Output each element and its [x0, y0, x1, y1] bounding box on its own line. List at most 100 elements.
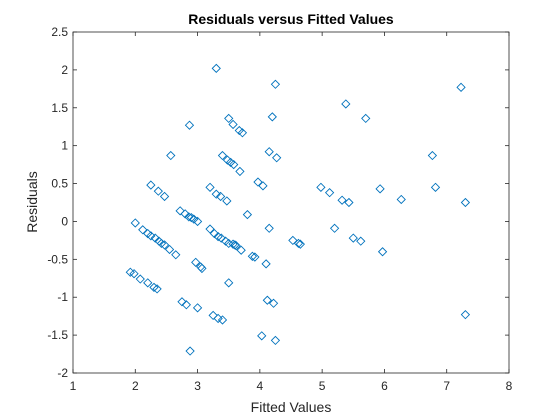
data-point — [138, 225, 148, 235]
data-point — [261, 259, 271, 269]
data-point — [146, 231, 156, 241]
data-point — [348, 233, 358, 243]
y-tick-label: -1 — [57, 290, 68, 304]
data-point — [337, 195, 347, 205]
data-point — [228, 119, 238, 130]
data-point — [356, 236, 366, 246]
data-point — [175, 206, 185, 216]
data-point — [181, 300, 191, 310]
data-point — [149, 282, 159, 293]
data-point — [293, 238, 304, 249]
data-point — [344, 197, 354, 208]
y-tick-label: -0.5 — [47, 252, 68, 266]
data-point — [264, 223, 274, 233]
x-axis-label: Fitted Values — [251, 399, 332, 415]
y-tick-label: -1.5 — [47, 328, 68, 342]
data-point — [215, 191, 226, 202]
data-point — [224, 278, 234, 288]
x-axis-ticks: 1 2 3 4 5 6 7 8 — [70, 32, 513, 393]
y-axis-ticks: -2 -1.5 -1 -0.5 0 0.5 1 1.5 2 2.5 — [47, 25, 509, 380]
data-point — [213, 231, 223, 242]
data-point — [135, 274, 145, 284]
plot-area — [72, 31, 510, 374]
x-tick-label: 4 — [257, 379, 264, 393]
data-point — [211, 189, 221, 199]
data-point — [361, 113, 371, 124]
data-point — [211, 63, 221, 74]
data-point — [152, 284, 162, 294]
y-tick-label: 2.5 — [51, 25, 68, 39]
data-point — [460, 197, 471, 208]
data-point — [197, 263, 207, 274]
data-point — [150, 233, 160, 243]
data-point — [456, 82, 466, 92]
data-point — [143, 278, 153, 288]
data-point — [159, 240, 170, 250]
data-point — [217, 315, 228, 325]
data-point — [192, 216, 203, 227]
data-point — [460, 310, 471, 320]
y-tick-label: 2 — [61, 63, 68, 77]
data-point — [430, 182, 441, 192]
data-point — [257, 331, 267, 341]
data-point — [427, 150, 438, 161]
data-point — [208, 310, 218, 321]
x-tick-label: 5 — [319, 379, 326, 393]
data-points — [125, 63, 471, 356]
data-point — [267, 112, 277, 122]
data-point — [247, 251, 258, 261]
data-point — [341, 99, 351, 109]
data-point — [130, 218, 140, 228]
data-point — [209, 228, 220, 239]
chart-title: Residuals versus Fitted Values — [188, 11, 394, 27]
data-point — [224, 113, 234, 124]
data-point — [192, 303, 203, 313]
data-point — [235, 166, 245, 177]
data-point — [228, 239, 238, 249]
data-point — [258, 181, 268, 191]
x-tick-label: 8 — [506, 379, 513, 393]
data-point — [262, 295, 272, 305]
data-point — [205, 224, 215, 234]
data-point — [288, 235, 298, 246]
data-point — [375, 184, 385, 194]
y-tick-label: -2 — [57, 366, 68, 380]
data-point — [316, 182, 326, 192]
data-point — [250, 252, 260, 262]
data-point — [231, 241, 241, 251]
data-point — [217, 150, 228, 161]
data-point — [129, 269, 139, 279]
data-point — [166, 150, 176, 161]
x-tick-label: 1 — [70, 379, 77, 393]
data-point — [153, 186, 163, 196]
data-point — [184, 120, 195, 130]
y-axis-label: Residuals — [24, 171, 40, 232]
x-tick-label: 7 — [443, 379, 450, 393]
y-tick-label: 0.5 — [51, 177, 68, 191]
data-point — [164, 244, 175, 255]
data-point — [396, 194, 406, 205]
data-point — [329, 223, 340, 233]
y-tick-label: 1.5 — [51, 101, 68, 115]
data-point — [377, 247, 388, 257]
y-tick-label: 1 — [61, 139, 68, 153]
data-point — [159, 191, 170, 202]
data-point — [191, 257, 201, 268]
data-point — [295, 239, 305, 249]
data-point — [229, 159, 239, 170]
data-point — [270, 335, 281, 346]
data-point — [185, 346, 195, 356]
data-point — [268, 298, 279, 308]
data-point — [171, 250, 181, 260]
data-point — [146, 180, 156, 190]
data-point — [205, 182, 215, 192]
data-point — [180, 209, 190, 219]
data-point — [186, 213, 196, 223]
data-point — [177, 297, 187, 307]
data-point — [270, 79, 281, 89]
data-point — [189, 214, 199, 224]
data-point — [272, 153, 282, 163]
x-tick-label: 3 — [194, 379, 201, 393]
data-point — [236, 245, 246, 255]
data-point — [216, 233, 226, 243]
